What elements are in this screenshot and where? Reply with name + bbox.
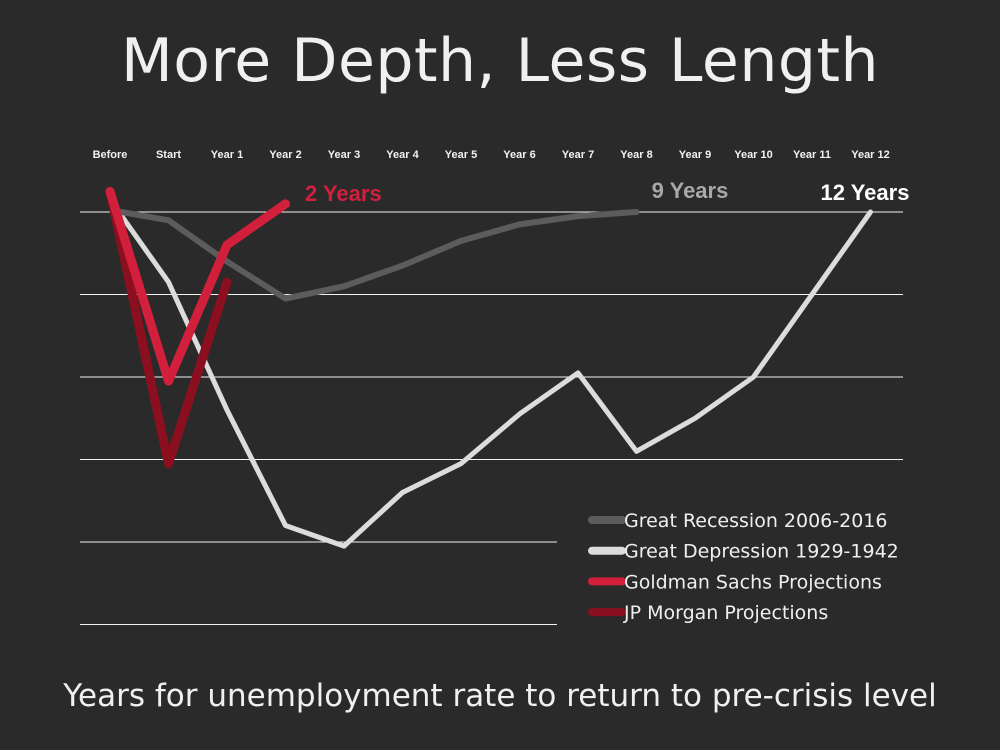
x-tick-label: Year 11	[793, 149, 831, 161]
end-annotations: 2 Years 9 Years 12 Years	[305, 178, 909, 206]
x-tick-label: Year 3	[328, 149, 360, 161]
x-tick-label: Year 4	[386, 149, 419, 161]
chart-caption: Years for unemployment rate to return to…	[63, 678, 937, 714]
x-tick-label: Year 1	[211, 149, 243, 161]
x-tick-label: Year 9	[679, 149, 711, 161]
series-line-3	[105, 186, 232, 469]
x-tick-label: Start	[156, 149, 181, 161]
x-tick-label: Year 8	[620, 149, 652, 161]
legend: Great Recession 2006-2016 Great Depressio…	[588, 510, 899, 624]
series-lines	[105, 186, 873, 549]
x-tick-label: Year 2	[269, 149, 301, 161]
legend-label: JP Morgan Projections	[623, 602, 828, 624]
gridlines	[80, 211, 903, 625]
annotation-label: 12 Years	[821, 180, 910, 205]
x-axis-tick-labels: Before Start Year 1 Year 2 Year 3 Year 4 Year …	[93, 149, 890, 161]
annotation-label: 2 Years	[305, 181, 382, 206]
legend-label: Great Depression 1929-1942	[624, 541, 899, 563]
x-tick-label: Year 6	[503, 149, 535, 161]
x-tick-label: Year 5	[445, 149, 477, 161]
series-line-2	[105, 186, 290, 386]
x-tick-label: Year 12	[851, 149, 890, 161]
series-line-1	[107, 197, 873, 549]
legend-label: Goldman Sachs Projections	[624, 571, 882, 593]
x-tick-label: Year 10	[734, 149, 773, 161]
chart-title: More Depth, Less Length	[120, 26, 880, 96]
x-tick-label: Year 7	[562, 149, 594, 161]
legend-label: Great Recession 2006-2016	[624, 510, 887, 532]
x-tick-label: Before	[93, 149, 128, 161]
series-line-0	[118, 209, 640, 302]
annotation-label: 9 Years	[652, 178, 729, 203]
